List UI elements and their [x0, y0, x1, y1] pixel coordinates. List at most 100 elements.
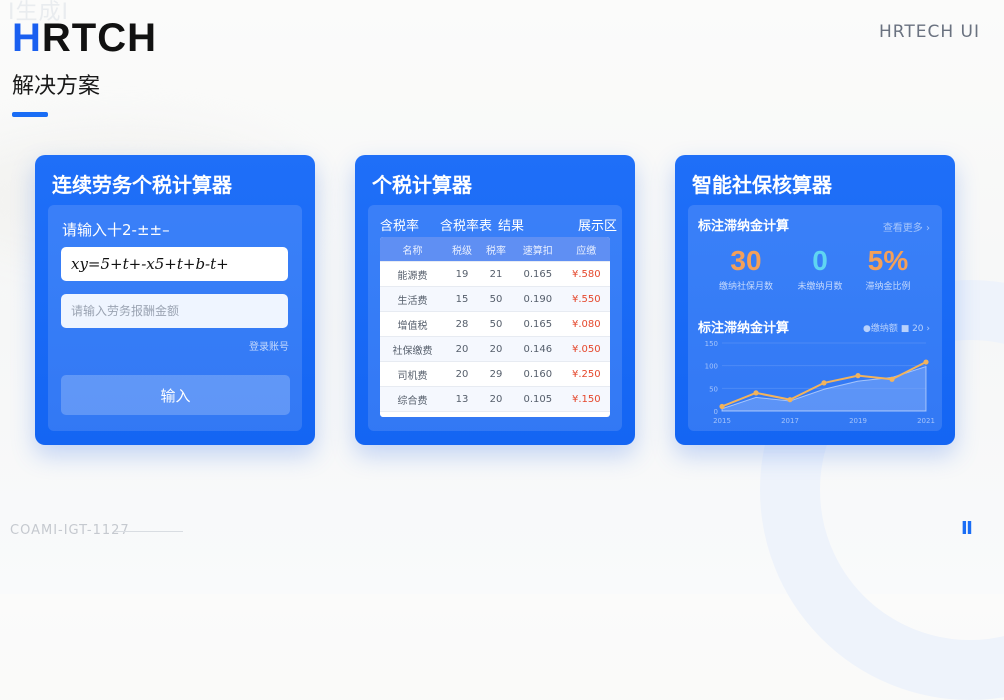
table-cell: 社保缴费: [380, 336, 445, 362]
stat-months-paid: 30 缴纳社保月数: [706, 245, 786, 292]
data-point: [753, 390, 759, 396]
data-point: [923, 359, 929, 365]
chart-title: 标注滞纳金计算: [698, 321, 790, 336]
column-header: 税级: [444, 237, 480, 262]
data-point: [889, 376, 895, 382]
footer-mark-icon: Ⅱ: [961, 518, 973, 539]
column-header: 应缴: [562, 237, 610, 262]
table-cell: 20: [479, 336, 514, 362]
table-cell: 50: [479, 286, 514, 312]
table-cell: 增值税: [380, 311, 445, 337]
page-subtitle: 解决方案: [12, 74, 101, 99]
table-cell: 28: [444, 311, 480, 337]
table-cell: 0.125: [513, 411, 563, 417]
calculator-panel: 请输入十2-±±– xy=5+t+-x5+t+b-t+ 请输入劳务报酬金额 登录…: [48, 205, 302, 431]
table-cell: 29: [479, 361, 514, 387]
column-header: 速算扣: [513, 237, 563, 262]
stat-label: 未缴纳月数: [797, 282, 843, 292]
table-cell: 50: [479, 311, 514, 337]
card-title: 智能社保核算器: [692, 173, 832, 197]
table-cell: ¥.150: [562, 386, 610, 412]
table-cell: 司机费: [380, 361, 445, 387]
table-cell: 生活费: [380, 286, 445, 312]
table-cell: 3.3%: [562, 411, 610, 417]
table-cell: 0.165: [513, 261, 563, 287]
column-header: 名称: [380, 237, 445, 262]
login-link[interactable]: 登录账号: [249, 342, 289, 353]
brand-label: HRTECH UI: [879, 22, 980, 42]
stat-value: 0: [812, 245, 828, 276]
table-cell: 0.105: [513, 386, 563, 412]
section-title: 标注滞纳金计算: [698, 219, 790, 234]
tax-table: 名称 税级 税率 速算扣 应缴 能源费 19 21 0.165 ¥.580: [380, 237, 610, 417]
amount-input[interactable]: 请输入劳务报酬金额: [61, 294, 288, 328]
table-cell: ¥.550: [562, 286, 610, 312]
table-row[interactable]: 综合费 13 20 0.105 ¥.150: [380, 386, 610, 412]
table-row[interactable]: 能源费 19 21 0.165 ¥.580: [380, 261, 610, 287]
data-point: [821, 380, 827, 386]
table-cell: 能源费: [380, 261, 445, 287]
column-header: 税率: [479, 237, 514, 262]
generated-tag: I生成I: [8, 0, 69, 25]
chart-legend[interactable]: ●缴纳额 ■ 20 ›: [863, 324, 930, 334]
table-cell: 24: [444, 411, 480, 417]
header-label-rate-table: 含税率表: [440, 219, 493, 234]
y-tick-label: 150: [705, 340, 718, 348]
table-cell: 15: [444, 286, 480, 312]
x-tick-label: 2015: [713, 417, 731, 425]
logo-h: H: [12, 16, 42, 60]
table-row[interactable]: 社保缴费 20 20 0.146 ¥.050: [380, 336, 610, 362]
table-panel: 含税率 含税率表 结果 展示区 名称 税级 税率 速算扣 应缴 能源费: [368, 205, 622, 431]
tax-calculator-card: 个税计算器 含税率 含税率表 结果 展示区 名称 税级 税率 速算扣 应缴: [355, 155, 635, 445]
table-cell: 0.165: [513, 311, 563, 337]
stat-value: 5%: [867, 245, 909, 276]
view-more-link[interactable]: 查看更多 ›: [882, 223, 930, 234]
stat-value: 30: [730, 245, 762, 276]
series-area-base: [721, 365, 927, 412]
table-cell: ¥.580: [562, 261, 610, 287]
data-point: [719, 403, 725, 410]
stat-label: 滞纳金比例: [865, 282, 911, 292]
footer-divider: [115, 531, 183, 532]
header-label-display: 展示区: [578, 219, 618, 234]
y-tick-label: 50: [709, 385, 718, 393]
y-tick-label: 100: [705, 363, 718, 371]
x-tick-label: 2019: [849, 417, 867, 425]
table-cell: ¥.080: [562, 311, 610, 337]
table-cell: 21: [479, 411, 514, 417]
table-row[interactable]: 增值税 28 50 0.165 ¥.080: [380, 311, 610, 337]
stat-label: 缴纳社保月数: [718, 282, 773, 292]
social-security-calculator-card: 智能社保核算器 标注滞纳金计算 查看更多 › 30 缴纳社保月数 0 未缴纳月数…: [675, 155, 955, 445]
table-row[interactable]: 生活费 15 50 0.190 ¥.550: [380, 286, 610, 312]
x-tick-label: 2017: [781, 417, 799, 425]
data-point: [787, 397, 793, 403]
table-cell: 税费: [380, 411, 445, 417]
y-tick-label: 0: [714, 408, 718, 416]
labor-tax-calculator-card: 连续劳务个税计算器 请输入十2-±±– xy=5+t+-x5+t+b-t+ 请输…: [35, 155, 315, 445]
data-point: [855, 373, 861, 379]
table-cell: 13: [444, 386, 480, 412]
title-underline: [12, 112, 48, 117]
header-label-result: 结果: [498, 219, 525, 234]
input-hint: 请输入十2-±±–: [62, 221, 170, 239]
table-cell: 20: [444, 361, 480, 387]
table-cell: ¥.050: [562, 336, 610, 362]
table-cell: ¥.250: [562, 361, 610, 387]
formula-input[interactable]: xy=5+t+-x5+t+b-t+: [61, 247, 288, 281]
table-cell: 20: [479, 386, 514, 412]
stats-panel: 标注滞纳金计算 查看更多 › 30 缴纳社保月数 0 未缴纳月数 5% 滞纳金比…: [688, 205, 942, 431]
table-cell: 20: [444, 336, 480, 362]
table-cell: 19: [444, 261, 480, 287]
stat-months-unpaid: 0 未缴纳月数: [780, 245, 860, 292]
submit-button[interactable]: 输入: [61, 375, 290, 415]
table-row[interactable]: 司机费 20 29 0.160 ¥.250: [380, 361, 610, 387]
table-row[interactable]: 税费 24 21 0.125 3.3%: [380, 411, 610, 417]
logo: HRTCH: [12, 18, 157, 58]
table-cell: 0.190: [513, 286, 563, 312]
table-cell: 0.146: [513, 336, 563, 362]
table-cell: 21: [479, 261, 514, 287]
card-title: 个税计算器: [372, 173, 472, 197]
header-label-rate: 含税率: [380, 219, 420, 234]
table-cell: 0.160: [513, 361, 563, 387]
card-title: 连续劳务个税计算器: [52, 173, 232, 197]
